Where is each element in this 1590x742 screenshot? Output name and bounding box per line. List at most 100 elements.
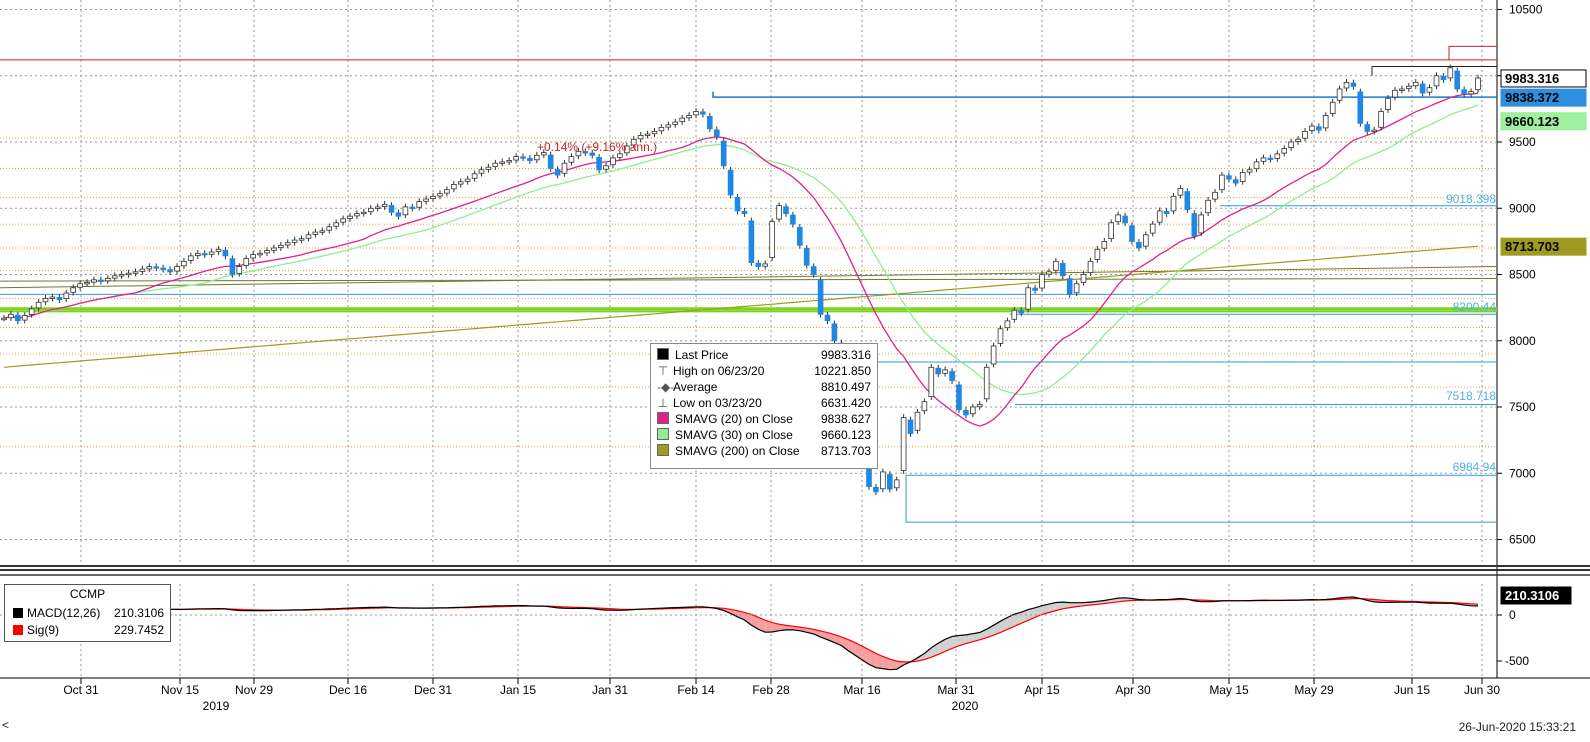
macd-fill	[862, 646, 870, 665]
x-tick-label: Feb 28	[752, 683, 790, 697]
low-marker-icon: ⊥	[657, 396, 669, 410]
candle	[229, 258, 236, 275]
candle	[1066, 278, 1073, 295]
candle	[360, 211, 367, 215]
x-tick-label: Jan 31	[592, 683, 628, 697]
candle	[208, 251, 215, 255]
candle	[21, 315, 28, 321]
y-tick-label: 8000	[1509, 334, 1536, 348]
candle	[714, 129, 720, 138]
candle	[1392, 89, 1398, 98]
candle	[700, 111, 706, 115]
candle	[990, 345, 997, 365]
y-tick-label: 6500	[1509, 533, 1536, 547]
candle	[1233, 179, 1239, 184]
candle	[1156, 210, 1163, 223]
high-marker	[1371, 65, 1497, 76]
legend-label: MACD(12,26)	[27, 606, 101, 620]
level-annotation: 6984.94	[1453, 460, 1497, 474]
candle	[367, 207, 374, 213]
macd-fill	[945, 636, 953, 652]
candle	[1399, 88, 1405, 91]
candle	[665, 124, 672, 128]
y-tick-label: 9500	[1509, 135, 1536, 149]
candle	[194, 252, 201, 257]
candle	[146, 266, 153, 270]
candle	[437, 193, 443, 197]
candle	[347, 215, 353, 219]
candle	[1239, 172, 1246, 182]
legend-average: -◆-Average 8810.497	[657, 379, 871, 395]
candle	[810, 266, 817, 275]
candle	[942, 369, 948, 374]
trend-line	[0, 277, 1498, 282]
macd-fill	[779, 624, 786, 631]
candle	[1419, 83, 1426, 94]
macd-fill	[972, 632, 980, 642]
moving-averages	[3, 92, 1479, 427]
candle	[831, 323, 838, 342]
candle	[547, 154, 554, 169]
macd-fill	[938, 639, 946, 655]
candle	[187, 255, 194, 261]
candle	[464, 178, 471, 182]
candle	[1073, 283, 1080, 294]
candle	[125, 272, 132, 276]
timestamp: 26-Jun-2020 15:33:21	[1458, 720, 1576, 734]
x-tick-label: Mar 16	[843, 683, 881, 697]
time-axis: Oct 31 Nov 15 Nov 29 Dec 16 Dec 31 Jan 15 Jan …	[63, 678, 1500, 713]
candle	[271, 247, 277, 251]
candle	[98, 279, 104, 282]
candle	[118, 274, 125, 277]
price-axis: 6500700075008000850090009500100001050099…	[1497, 3, 1587, 547]
candle	[824, 314, 831, 322]
candle	[1087, 260, 1094, 273]
legend-value: 8713.703	[820, 444, 871, 458]
candle	[354, 213, 360, 217]
legend-value: 210.3106	[113, 606, 164, 620]
macd-fill	[896, 661, 904, 670]
candle	[430, 195, 436, 200]
candle	[928, 366, 935, 397]
macd-fill	[772, 622, 780, 632]
candle	[1004, 320, 1011, 329]
candle	[907, 419, 914, 434]
candle	[63, 292, 70, 299]
price-tag-label: 9983.316	[1505, 71, 1559, 86]
candle	[319, 230, 326, 233]
candle	[783, 206, 789, 215]
candle	[527, 157, 533, 162]
level-annotation: +0.14% (+9.16% ann.)	[537, 140, 657, 154]
candle	[277, 244, 284, 249]
candle	[257, 252, 263, 256]
y-tick-label: 8500	[1509, 268, 1536, 282]
macd-fill	[952, 635, 959, 649]
macd-fill	[882, 656, 890, 670]
candle	[84, 281, 90, 285]
candle	[1205, 199, 1211, 214]
candle	[797, 226, 803, 246]
candle	[963, 409, 969, 416]
candle	[900, 417, 907, 471]
macd-fill	[841, 636, 849, 651]
candle	[1288, 141, 1294, 148]
candle	[471, 173, 478, 179]
candle	[450, 183, 457, 190]
level-annotation: 9018.398	[1446, 192, 1496, 206]
candle	[1343, 82, 1350, 89]
candle	[1115, 214, 1121, 223]
legend-value: 229.7452	[113, 623, 164, 637]
candle	[28, 308, 35, 315]
x-tick-label: Oct 31	[63, 683, 99, 697]
candle	[1191, 213, 1198, 237]
candle	[617, 153, 623, 158]
candle	[1170, 195, 1177, 212]
candle	[1426, 87, 1433, 93]
macd-fill	[758, 617, 766, 633]
candle	[1433, 75, 1440, 87]
candle	[741, 210, 748, 215]
candle	[887, 474, 893, 490]
candle	[762, 263, 768, 267]
macd-fill	[889, 659, 897, 670]
candle	[1364, 124, 1371, 132]
